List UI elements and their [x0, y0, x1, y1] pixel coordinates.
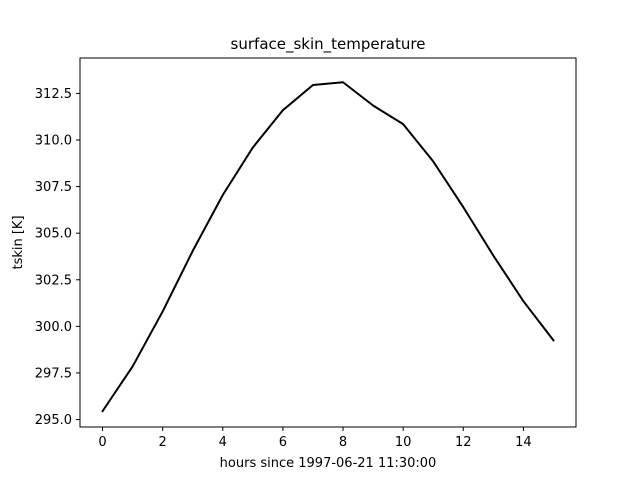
y-axis-label: tskin [K] [11, 215, 26, 269]
x-tick-label: 10 [395, 435, 412, 450]
y-tick-label: 300.0 [35, 320, 72, 335]
y-tick-label: 297.5 [35, 366, 72, 381]
x-tick-label: 4 [219, 435, 227, 450]
y-axis-ticks: 295.0 297.5 300.0 302.5 305.0 307.5 310.0 312.5 [35, 87, 80, 428]
x-tick-label: 2 [159, 435, 167, 450]
x-tick-label: 12 [455, 435, 472, 450]
plot-area [101, 81, 555, 413]
y-tick-label: 307.5 [35, 180, 72, 195]
y-tick-label: 305.0 [35, 227, 72, 242]
x-tick-label: 6 [279, 435, 287, 450]
x-tick-label: 0 [98, 435, 106, 450]
y-tick-label: 312.5 [35, 87, 72, 102]
x-axis-label: hours since 1997-06-21 11:30:00 [220, 456, 437, 471]
y-tick-label: 310.0 [35, 134, 72, 149]
x-axis-ticks: 0 2 4 6 8 10 12 14 [98, 427, 532, 450]
y-tick-label: 302.5 [35, 273, 72, 288]
chart-title: surface_skin_temperature [231, 35, 426, 54]
series-line [101, 81, 555, 413]
x-tick-label: 14 [515, 435, 532, 450]
y-tick-label: 295.0 [35, 413, 72, 428]
x-tick-label: 8 [339, 435, 347, 450]
axes-frame [79, 57, 577, 428]
